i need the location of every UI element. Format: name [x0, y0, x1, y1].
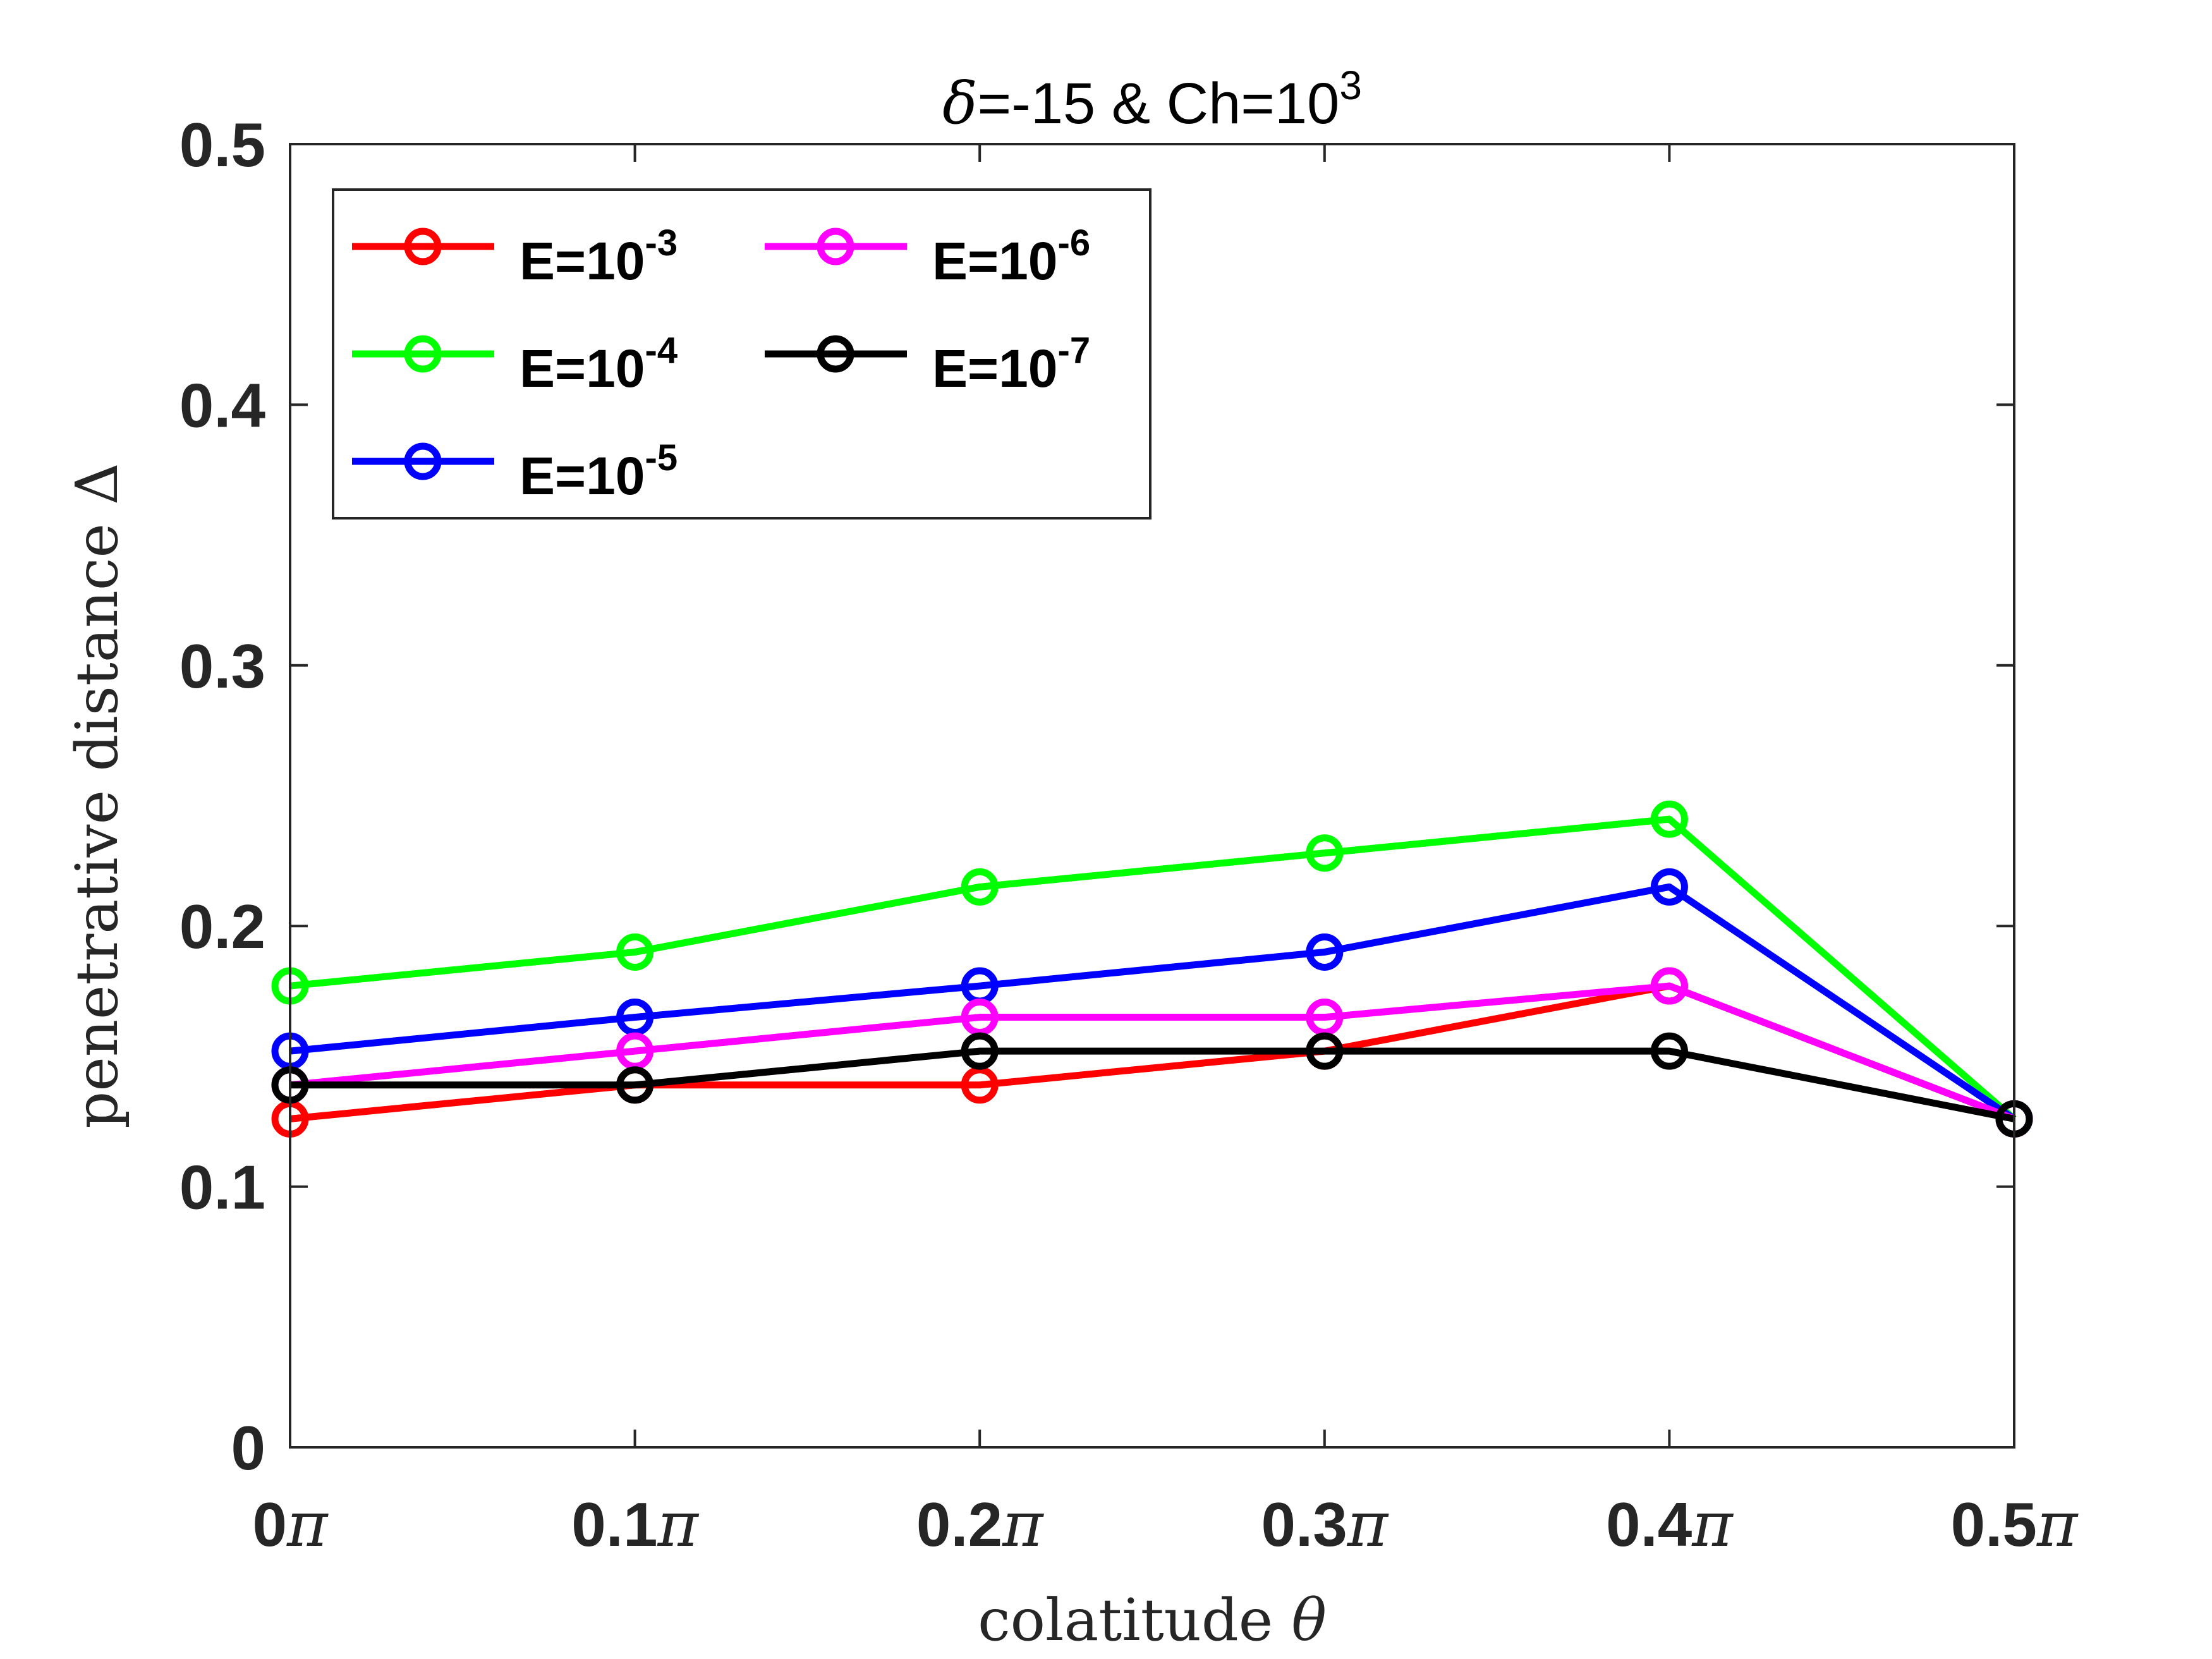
y-tick-label: 0.1 — [179, 1153, 265, 1222]
y-tick-label: 0.5 — [179, 110, 265, 179]
ticks-layer — [289, 143, 2015, 1449]
y-tick-label: 0.3 — [179, 631, 265, 701]
chart-title-delta: δ — [942, 70, 977, 137]
series-layer — [271, 800, 2033, 1138]
plot-frame — [289, 143, 2015, 1449]
legend-item: E=10-3 — [352, 222, 678, 291]
legend-swatch-marker — [404, 335, 442, 373]
data-point-marker — [616, 1032, 654, 1070]
y-axis-label: penetrative distance Δ — [63, 463, 131, 1128]
data-point-marker — [1306, 999, 1344, 1036]
y-axis-label-symbol: Δ — [63, 463, 131, 504]
y-tick-label: 0 — [231, 1413, 265, 1483]
data-point-marker — [961, 868, 999, 906]
legend-label: E=10-3 — [520, 222, 678, 291]
legend-swatch-marker — [404, 228, 442, 265]
data-point-marker — [1650, 800, 1688, 838]
data-point-marker — [1650, 967, 1688, 1005]
data-point-marker — [1306, 834, 1344, 872]
data-point-marker — [1306, 933, 1344, 971]
legend-label: E=10-4 — [520, 330, 678, 398]
x-tick-label: 0π — [253, 1489, 329, 1561]
data-point-marker — [616, 1066, 654, 1104]
chart-title-exponent: 3 — [1339, 63, 1362, 108]
x-axis-label-text: colatitude — [978, 1586, 1291, 1654]
series-line — [290, 1047, 2015, 1122]
legend-item: E=10-7 — [765, 330, 1090, 398]
series-line — [289, 883, 2017, 1122]
y-tick-label: 0.4 — [179, 370, 265, 440]
data-point-marker — [1650, 868, 1688, 906]
legend-label: E=10-6 — [932, 222, 1090, 291]
x-tick-label: 0.3π — [1261, 1489, 1389, 1561]
data-point-marker — [616, 999, 654, 1036]
x-tick-label: 0.5π — [1951, 1489, 2079, 1561]
legend-swatch-marker — [404, 442, 442, 480]
legend: E=10-3 E=10-4 E=10-5 E=10-6 E=10-7 — [332, 188, 1152, 520]
y-tick-label: 0.2 — [179, 892, 265, 961]
legend-item: E=10-4 — [352, 330, 678, 398]
legend-label: E=10-5 — [520, 437, 678, 506]
legend-item: E=10-5 — [352, 437, 678, 506]
x-tick-label: 0.2π — [916, 1489, 1044, 1561]
chart-title-main: =-15 & Ch=10 — [977, 71, 1339, 136]
legend-label: E=10-7 — [932, 330, 1090, 398]
data-point-marker — [961, 1066, 999, 1104]
series-line — [289, 815, 2017, 1122]
x-tick-label: 0.4π — [1606, 1489, 1734, 1561]
legend-swatch-marker — [817, 228, 854, 265]
data-point-marker — [961, 999, 999, 1036]
x-axis-label-symbol: θ — [1292, 1586, 1327, 1654]
data-point-marker — [616, 933, 654, 971]
data-point-marker — [961, 1032, 999, 1070]
data-point-marker — [1650, 1032, 1688, 1070]
legend-swatch-marker — [817, 335, 854, 373]
data-point-marker — [1306, 1032, 1344, 1070]
tick-labels-layer: 0π 0.1π 0.2π 0.3π 0.4π 0.5π 0 0.1 0.2 0.3 0.4 0.5 — [179, 110, 2079, 1561]
chart-title: δ=-15 & Ch=103 — [942, 63, 1362, 137]
x-tick-label: 0.1π — [571, 1489, 699, 1561]
series-line — [289, 982, 2015, 1122]
legend-item: E=10-6 — [765, 222, 1090, 291]
legend-entries: E=10-3 E=10-4 E=10-5 E=10-6 E=10-7 — [352, 222, 1090, 506]
y-axis-label-text: penetrative distance — [63, 505, 131, 1129]
x-axis-label: colatitude θ — [978, 1586, 1327, 1654]
